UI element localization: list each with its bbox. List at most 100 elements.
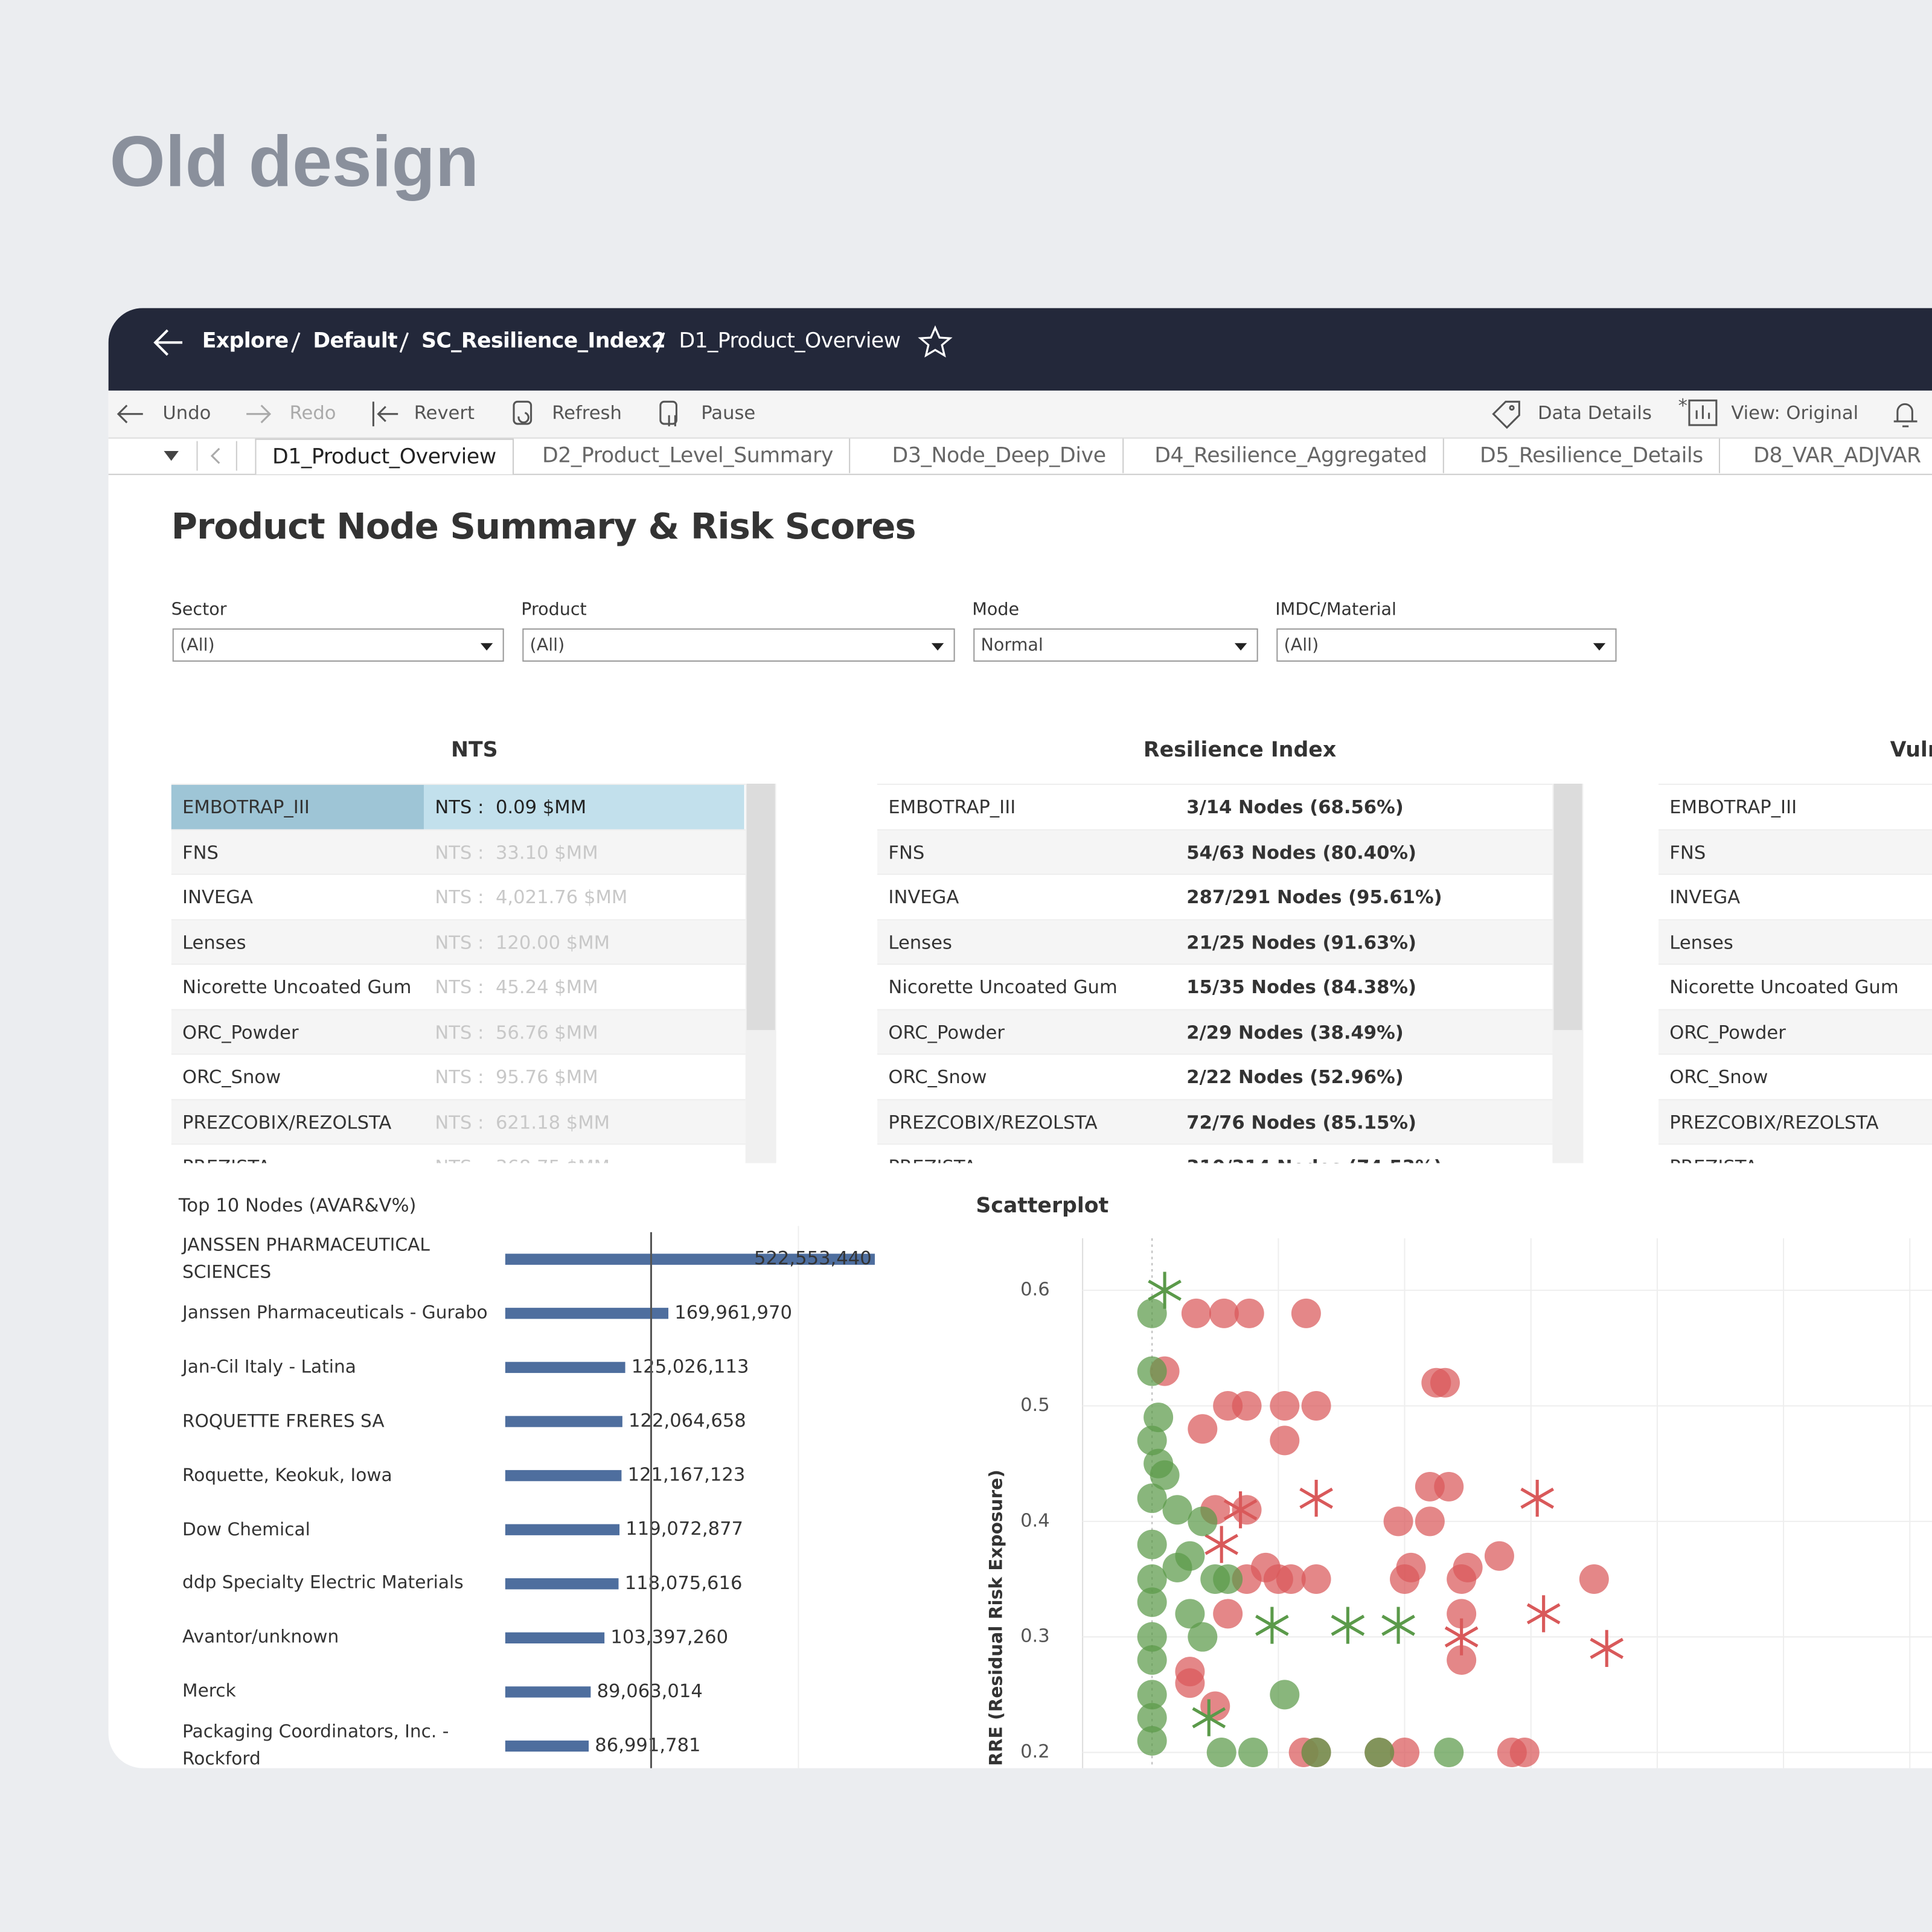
scatter-point xyxy=(1270,1425,1300,1456)
row-value: 54/63 Nodes (80.40%) xyxy=(1186,840,1417,863)
sheet-tab[interactable]: D2_Product_Level_Summary xyxy=(526,438,851,473)
table-row[interactable]: ORC_Powder NTS : 56.76 $MM xyxy=(171,1008,746,1055)
row-label: EMBOTRAP_III xyxy=(171,785,424,830)
scatter-point xyxy=(1234,1298,1264,1328)
scatter-point xyxy=(1162,1552,1192,1582)
bar-category-label: Roquette, Keokuk, Iowa xyxy=(182,1465,392,1486)
bar-value-label: 89,063,014 xyxy=(597,1681,703,1702)
table-row[interactable]: EMBOTRAP_III NTS : 0.09 $MM xyxy=(171,783,746,830)
table-row[interactable]: FNS 54/63 Nodes (80.40%) xyxy=(877,828,1553,875)
toolbar-button[interactable]: Revert xyxy=(414,401,475,424)
row-label: EMBOTRAP_III xyxy=(888,796,1016,819)
row-value: 287/291 Nodes (95.61%) xyxy=(1186,886,1442,909)
bar xyxy=(505,1470,622,1482)
row-value: NTS : 120.00 $MM xyxy=(435,930,610,953)
row-value: NTS : 45.24 $MM xyxy=(435,976,598,999)
table-row[interactable]: Lenses 21/25 Nodes (91.63%) xyxy=(877,918,1553,965)
table-row[interactable]: Nicorette Uncoated Gum NTS : 45.24 $MM xyxy=(171,963,746,1010)
toolbar-button[interactable]: Pause xyxy=(701,401,756,424)
table-row[interactable]: Lenses NTS : 120.00 $MM xyxy=(171,918,746,965)
table-row[interactable]: Nicorette Uncoated Gum xyxy=(1658,963,1932,1010)
scatter-star xyxy=(1526,1595,1561,1633)
table-row[interactable]: ORC_Snow xyxy=(1658,1053,1932,1100)
filter-label: Product xyxy=(521,600,587,620)
table-row[interactable]: ORC_Snow NTS : 95.76 $MM xyxy=(171,1053,746,1100)
scatter-point xyxy=(1263,1564,1293,1595)
toolbar-button[interactable]: Redo xyxy=(289,401,336,424)
bar-value-label: 86,991,781 xyxy=(595,1735,700,1756)
table-row[interactable]: EMBOTRAP_III 3/14 Nodes (68.56%) xyxy=(877,783,1553,830)
bar-value-label: 125,026,113 xyxy=(632,1356,749,1377)
table-row[interactable]: PREZCOBIX/REZOLSTA xyxy=(1658,1098,1932,1145)
row-value: 2/29 Nodes (38.49%) xyxy=(1186,1020,1404,1043)
table-row[interactable]: INVEGA xyxy=(1658,873,1932,920)
scrollbar-thumb xyxy=(746,783,775,1031)
table-row[interactable]: ORC_Snow 2/22 Nodes (52.96%) xyxy=(877,1053,1553,1100)
table-row[interactable]: PREZCOBIX/REZOLSTA NTS : 621.18 $MM xyxy=(171,1098,746,1145)
scatter-point xyxy=(1390,1738,1420,1768)
table-row[interactable]: ORC_Powder 2/29 Nodes (38.49%) xyxy=(877,1008,1553,1055)
scatter-point xyxy=(1291,1298,1321,1328)
sheet-tab[interactable]: D4_Resilience_Aggregated xyxy=(1139,438,1445,473)
table-row[interactable]: FNS xyxy=(1658,828,1932,875)
table-row[interactable]: INVEGA NTS : 4,021.76 $MM xyxy=(171,873,746,920)
scatter-point xyxy=(1144,1403,1174,1433)
row-label: FNS xyxy=(888,840,925,863)
table-row[interactable]: PREZCOBIX/REZOLSTA 72/76 Nodes (85.15%) xyxy=(877,1098,1553,1145)
tab-nav-icons[interactable] xyxy=(164,441,237,471)
filter-dropdown[interactable]: (All) xyxy=(1276,628,1617,662)
table-row[interactable]: FNS NTS : 33.10 $MM xyxy=(171,828,746,875)
sheet-tab[interactable]: D8_VAR_ADJVAR xyxy=(1738,439,1932,473)
row-label: Nicorette Uncoated Gum xyxy=(182,976,412,999)
filter-dropdown[interactable]: (All) xyxy=(172,628,504,662)
breadcrumb-item[interactable]: SC_Resilience_Index2 xyxy=(421,328,666,354)
favorite-icon[interactable] xyxy=(918,325,953,358)
top-bar xyxy=(108,308,1932,391)
chart-title: Scatterplot xyxy=(976,1194,1108,1218)
scatter-point xyxy=(1162,1495,1192,1525)
table-row[interactable]: Lenses xyxy=(1658,918,1932,965)
table-row[interactable]: Nicorette Uncoated Gum 15/35 Nodes (84.38… xyxy=(877,963,1553,1010)
breadcrumb-item[interactable]: Default xyxy=(313,328,398,354)
filter-label: Mode xyxy=(972,600,1020,620)
filter-label: Sector xyxy=(171,600,227,620)
sheet-tab[interactable]: D3_Node_Deep_Dive xyxy=(876,438,1124,473)
scatter-star xyxy=(1381,1607,1415,1644)
table-row[interactable]: PREZISTA310/314 Nodes (74.53%) xyxy=(877,1143,1553,1163)
table-row[interactable]: INVEGA 287/291 Nodes (95.61%) xyxy=(877,873,1553,920)
sheet-tab[interactable]: D5_Resilience_Details xyxy=(1463,438,1721,473)
filter-dropdown[interactable]: Normal xyxy=(973,628,1258,662)
scatter-point xyxy=(1175,1599,1205,1629)
table-row[interactable]: ORC_Powder xyxy=(1658,1008,1932,1055)
toolbar-button[interactable]: Data Details xyxy=(1537,401,1652,424)
breadcrumb-item[interactable]: Explore xyxy=(202,328,289,354)
filter-dropdown[interactable]: (All) xyxy=(522,628,955,662)
row-value: NTS : 95.76 $MM xyxy=(435,1066,598,1089)
toolbar-button[interactable]: Undo xyxy=(162,401,211,424)
row-label: Nicorette Uncoated Gum xyxy=(888,976,1118,999)
row-value: 21/25 Nodes (91.63%) xyxy=(1186,930,1417,953)
bar-category-label: Janssen Pharmaceuticals - Gurabo xyxy=(182,1303,488,1323)
table-row[interactable]: EMBOTRAP_III xyxy=(1658,783,1932,830)
charts: Top 10 Nodes (AVAR&V%) 522,553,440 169,961… xyxy=(178,1194,1932,1768)
bar-category-label: Jan-Cil Italy - Latina xyxy=(182,1357,356,1378)
table-row[interactable]: PREZISTA xyxy=(1658,1143,1932,1163)
toolbar-button[interactable]: Refresh xyxy=(552,401,622,424)
toolbar xyxy=(108,390,1932,439)
row-label: Lenses xyxy=(888,930,952,953)
scatter-point xyxy=(1270,1390,1300,1421)
back-icon[interactable] xyxy=(153,329,183,356)
panel-title: Vulnerability xyxy=(1890,738,1932,763)
bar-value-label: 103,397,260 xyxy=(610,1627,728,1648)
scatter-point xyxy=(1137,1680,1167,1710)
breadcrumb-item[interactable]: D1_Product_Overview xyxy=(679,328,901,354)
table-row[interactable]: PREZISTANTS : 368.75 $MM xyxy=(171,1143,746,1163)
row-label: Lenses xyxy=(1669,930,1733,953)
scatter-point xyxy=(1301,1564,1331,1595)
bar xyxy=(505,1308,669,1319)
sheet-tab[interactable]: D1_Product_Overview xyxy=(255,438,514,475)
toolbar-button[interactable]: View: Original xyxy=(1731,401,1859,424)
bar xyxy=(505,1416,622,1427)
